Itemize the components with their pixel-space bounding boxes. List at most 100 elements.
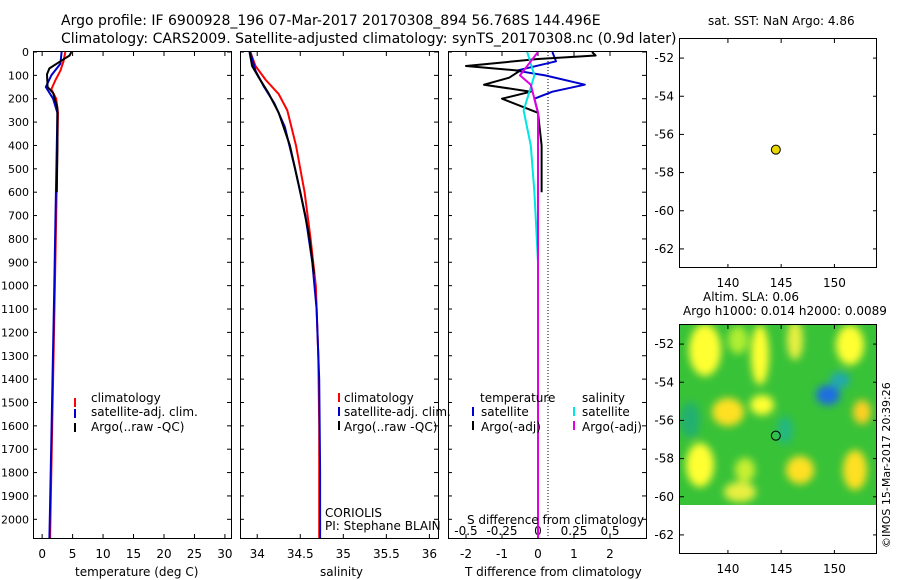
legend-title-salinity: salinity — [582, 391, 625, 405]
depth-tick-label: 300 — [8, 116, 29, 129]
sla-blob — [777, 416, 793, 444]
depth-tick-label: 1300 — [1, 350, 29, 363]
depth-tick-label: 1900 — [1, 490, 29, 503]
difference-panel: -2 -1 0 1 2-0.5 -0.25 0 0.25 0.5 S difference fr… — [448, 51, 647, 579]
depth-tick-label: 800 — [8, 233, 29, 246]
sst-map-ytick-label: -54 — [654, 89, 674, 103]
depth-tick-label: 1200 — [1, 326, 29, 339]
sst-map-xtick-label: 140 — [716, 276, 739, 290]
temperature-series-1 — [44, 51, 63, 539]
legend-label-t-argo: Argo(-adj) — [481, 420, 541, 434]
salinity-xtick-label: 34 — [250, 547, 265, 561]
sla-map-ytick-label: -52 — [654, 337, 674, 351]
salinity-xtick-label: 35.5 — [373, 547, 400, 561]
sst-map-panel: sat. SST: NaN Argo: 4.86 -52 -54 -56 -58 -60… — [654, 14, 877, 290]
depth-tick-label: 900 — [8, 256, 29, 269]
legend-label-climatology: climatology — [344, 391, 414, 405]
depth-tick-label: 1600 — [1, 420, 29, 433]
salinity-xtick-label: 35 — [336, 547, 351, 561]
sla-blob — [750, 395, 774, 415]
sla-map-ytick-label: -56 — [654, 413, 674, 427]
salinity-series-1 — [249, 51, 322, 538]
salinity-xlabel: salinity — [320, 565, 363, 579]
difference-xtick-label: -1 — [496, 547, 508, 561]
legend-label-satellite: satellite-adj. clim. — [91, 405, 198, 419]
depth-tick-label: 1000 — [1, 280, 29, 293]
legend-label-s-satellite: satellite — [582, 405, 630, 419]
difference-xtick-label: 0 — [534, 547, 542, 561]
depth-tick-label: 1700 — [1, 443, 29, 456]
sla-map-ytick-label: -58 — [654, 452, 674, 466]
temperature-xtick-label: 25 — [187, 547, 202, 561]
s-difference-tick-label: -0.25 — [486, 524, 517, 538]
sla-map-ytick-label: -60 — [654, 490, 674, 504]
sst-map-ytick-label: -58 — [654, 166, 674, 180]
temperature-xtick-label: 5 — [69, 547, 77, 561]
difference-legend: temperature salinity satellite Argo(-adj… — [472, 391, 642, 434]
header-line2: Climatology: CARS2009. Satellite-adjuste… — [61, 31, 676, 47]
sla-map-panel: Altim. SLA: 0.06 Argo h1000: 0.014 h2000… — [654, 290, 886, 576]
legend-label-t-satellite: satellite — [481, 405, 529, 419]
sla-blob — [728, 326, 748, 354]
imos-watermark: ©IMOS 15-Mar-2017 20:39:26 — [880, 382, 893, 548]
depth-tick-label: 200 — [8, 93, 29, 106]
difference-xtick-label: 2 — [606, 547, 614, 561]
sla-blob — [836, 325, 864, 365]
temperature-xtick-label: 15 — [126, 547, 141, 561]
sla-blob — [680, 402, 700, 438]
depth-tick-label: 2000 — [1, 513, 29, 526]
difference-xtick-label: 1 — [570, 547, 578, 561]
difference-xtick-label: -2 — [460, 547, 472, 561]
sla-map-ytick-label: -62 — [654, 528, 674, 542]
depth-tick-label: 1400 — [1, 373, 29, 386]
header-line1: Argo profile: IF 6900928_196 07-Mar-2017… — [61, 13, 601, 29]
salinity-series-2 — [248, 51, 315, 275]
difference-series-2 — [522, 51, 539, 538]
depth-tick-label: 500 — [8, 163, 29, 176]
sla-map-title-line2: Argo h1000: 0.014 h2000: 0.0089 — [683, 304, 887, 318]
sst-map-ytick-label: -52 — [654, 51, 674, 65]
depth-tick-label: 600 — [8, 186, 29, 199]
sla-map-argo-position-marker — [770, 430, 781, 441]
depth-tick-label: 700 — [8, 210, 29, 223]
depth-tick-label: 1500 — [1, 396, 29, 409]
sla-heatmap — [680, 325, 871, 502]
sla-map-axes — [679, 324, 877, 554]
salinity-xtick-label: 36 — [422, 547, 437, 561]
sla-blob — [712, 398, 744, 426]
salinity-xtick-label: 34.5 — [287, 547, 314, 561]
sla-blob — [787, 325, 803, 360]
legend-label-argo: Argo(..raw -QC) — [91, 420, 184, 434]
sst-map-ytick-label: -60 — [654, 204, 674, 218]
sla-blob — [751, 325, 769, 385]
temperature-axes — [33, 51, 232, 539]
sst-map-ytick-label: -62 — [654, 242, 674, 256]
s-difference-tick-label: 0.5 — [600, 524, 619, 538]
depth-tick-label: 400 — [8, 139, 29, 152]
legend-label-s-argo: Argo(-adj) — [582, 420, 642, 434]
temperature-xtick-label: 10 — [95, 547, 110, 561]
depth-tick-label: 1100 — [1, 303, 29, 316]
sla-blob — [724, 482, 756, 502]
sst-map-xtick-label: 145 — [770, 276, 793, 290]
sla-blob — [830, 372, 850, 388]
s-difference-tick-label: 0.25 — [561, 524, 588, 538]
legend-label-climatology: climatology — [91, 391, 161, 405]
sst-map-axes — [679, 38, 877, 268]
sst-map-argo-position-marker — [770, 144, 781, 155]
legend-title-temperature: temperature — [480, 391, 555, 405]
sst-map-title: sat. SST: NaN Argo: 4.86 — [708, 14, 855, 28]
s-difference-label: S difference from climatology — [467, 513, 644, 527]
sst-map-ytick-label: -56 — [654, 127, 674, 141]
temperature-series-2 — [46, 51, 73, 193]
salinity-panel: 34 34.5 35 35.5 36 salinity climatology sate… — [240, 51, 451, 579]
sst-map-xtick-label: 150 — [823, 276, 846, 290]
sla-blob — [686, 443, 714, 487]
sla-blob — [735, 458, 755, 482]
s-difference-tick-label: -0.5 — [454, 524, 477, 538]
operator-label: CORIOLIS — [325, 506, 382, 520]
temperature-xtick-label: 20 — [156, 547, 171, 561]
temperature-xtick-label: 30 — [217, 547, 232, 561]
pi-label: PI: Stephane BLAIN — [325, 519, 441, 533]
